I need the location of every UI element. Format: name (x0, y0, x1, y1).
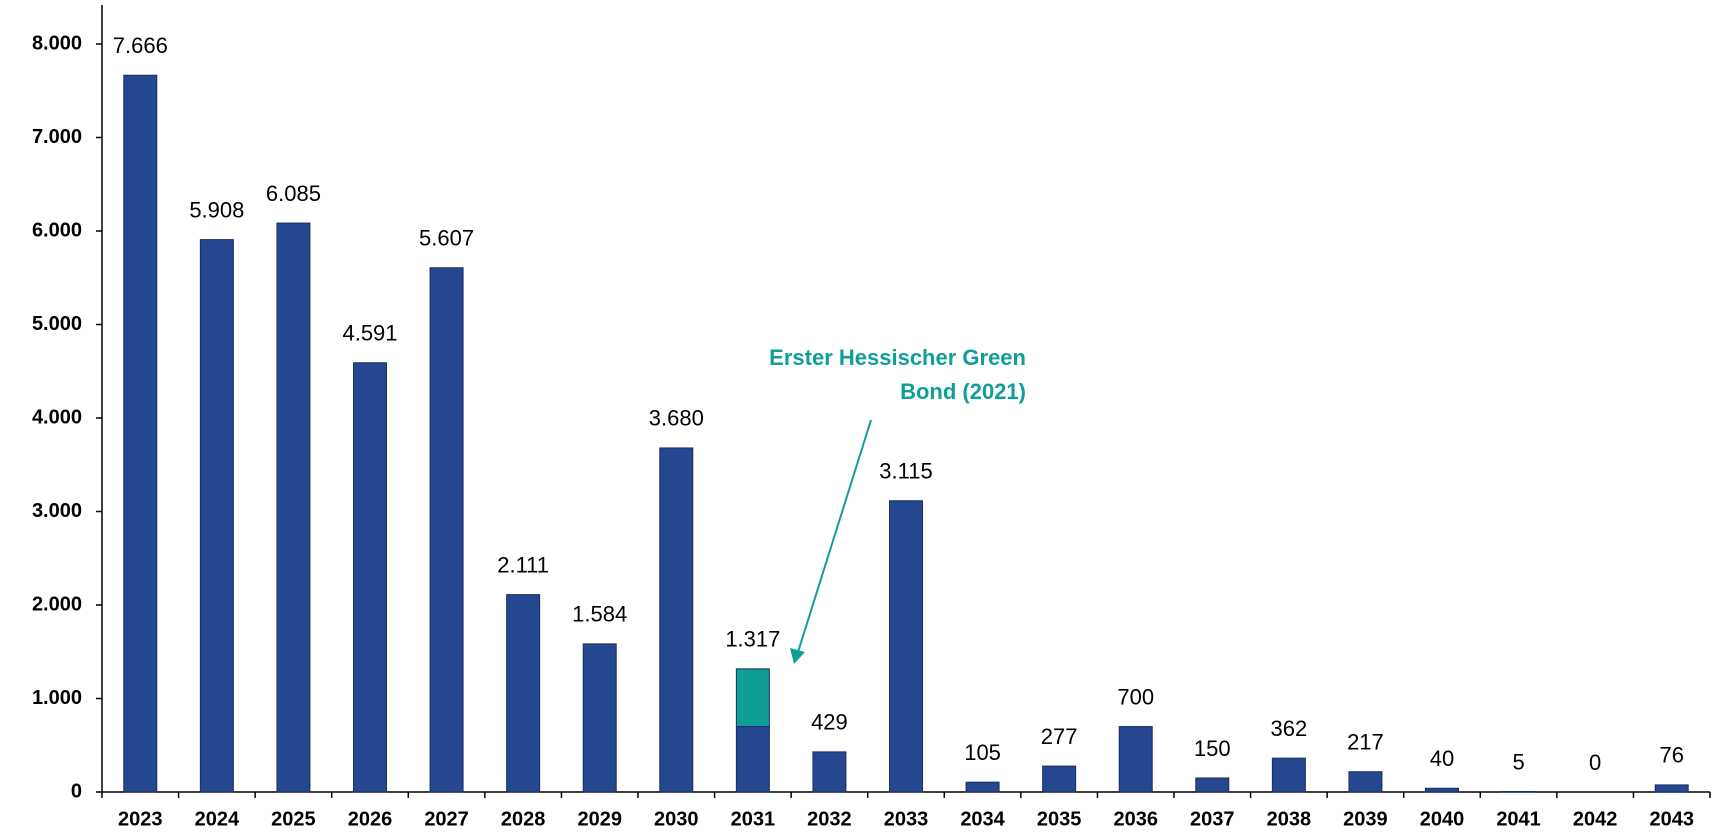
bar (199, 239, 234, 793)
value-label: 217 (1347, 730, 1384, 755)
x-tick-label: 2025 (271, 808, 316, 830)
bar (1654, 784, 1689, 793)
value-label: 5.908 (189, 197, 244, 222)
bar (1042, 765, 1077, 793)
bar (735, 668, 770, 728)
x-tick-label: 2037 (1190, 808, 1235, 830)
bar (812, 751, 847, 793)
y-tick-label: 6.000 (32, 219, 82, 241)
bar (965, 781, 1000, 793)
annotation: Bond (2021) (900, 379, 1026, 404)
y-tick-label: 8.000 (32, 32, 82, 54)
value-label: 362 (1270, 716, 1307, 741)
value-label: 2.111 (497, 552, 549, 577)
value-label: 76 (1659, 743, 1683, 768)
x-tick-label: 2026 (348, 808, 393, 830)
x-tick-label: 2034 (960, 808, 1005, 830)
value-label: 5 (1512, 749, 1524, 774)
value-label: 3.680 (649, 406, 704, 431)
value-label: 1.584 (572, 602, 627, 627)
x-tick-label: 2040 (1420, 808, 1465, 830)
annotation-arrowhead (790, 648, 805, 664)
y-tick-label: 4.000 (32, 406, 82, 428)
bar (582, 643, 617, 793)
value-label: 3.115 (879, 459, 932, 484)
x-tick-label: 2027 (424, 808, 469, 830)
y-tick-label: 5.000 (32, 313, 82, 335)
x-tick-label: 2028 (501, 808, 546, 830)
x-tick-label: 2038 (1267, 808, 1312, 830)
value-label: 1.317 (725, 627, 780, 652)
bar (659, 447, 694, 793)
x-tick-label: 2024 (195, 808, 240, 830)
value-label: 4.591 (342, 321, 397, 346)
bar (506, 594, 541, 793)
x-tick-label: 2030 (654, 808, 699, 830)
x-tick-label: 2033 (884, 808, 929, 830)
value-label: 700 (1117, 684, 1154, 709)
bar (1195, 777, 1230, 793)
x-tick-label: 2035 (1037, 808, 1082, 830)
x-tick-label: 2023 (118, 808, 163, 830)
y-tick-label: 1.000 (32, 687, 82, 709)
bar (889, 500, 923, 793)
value-label: 7.666 (113, 33, 168, 58)
bar (353, 362, 387, 793)
bar (1271, 757, 1306, 793)
value-label: 150 (1194, 736, 1231, 761)
x-tick-label: 2032 (807, 808, 852, 830)
y-tick-label: 3.000 (32, 500, 82, 522)
annotation-arrow (797, 419, 872, 653)
value-label: 5.607 (419, 226, 474, 251)
y-tick-label: 7.000 (32, 126, 82, 148)
x-tick-label: 2036 (1113, 808, 1158, 830)
value-label: 105 (964, 740, 1001, 765)
x-tick-label: 2039 (1343, 808, 1388, 830)
bar (429, 267, 464, 793)
value-label: 0 (1589, 750, 1601, 775)
annotation: Erster Hessischer Green (769, 345, 1026, 370)
y-tick-label: 0 (71, 780, 82, 802)
value-label: 277 (1041, 724, 1078, 749)
value-label: 40 (1430, 746, 1454, 771)
x-tick-label: 2042 (1573, 808, 1618, 830)
x-tick-label: 2043 (1649, 808, 1694, 830)
x-tick-label: 2031 (731, 808, 776, 830)
x-tick-label: 2029 (577, 808, 622, 830)
bar (123, 74, 158, 793)
bar (276, 222, 311, 793)
y-tick-label: 2.000 (32, 593, 82, 615)
bar (735, 726, 770, 793)
bar (1118, 726, 1153, 793)
bar (1348, 771, 1383, 793)
value-label: 429 (811, 710, 848, 735)
value-label: 6.085 (266, 181, 321, 206)
x-tick-label: 2041 (1496, 808, 1541, 830)
bar (1425, 787, 1459, 793)
